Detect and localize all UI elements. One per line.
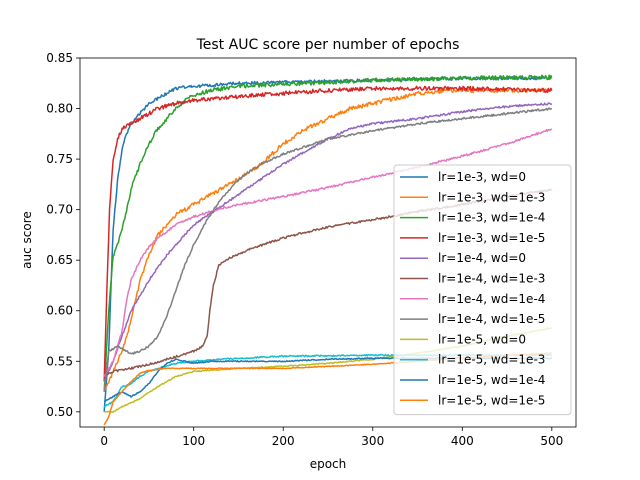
axes: 0 100 200 300 400 500 0.50 0.55 0.60 0.65 0.70 0.75…	[46, 51, 577, 448]
legend-entry: lr=1e-4, wd=0	[438, 251, 526, 265]
y-axis-label: auc score	[20, 211, 34, 269]
x-tick-label: 200	[272, 434, 295, 448]
legend-entry: lr=1e-3, wd=1e-4	[438, 211, 545, 225]
series-line	[103, 107, 553, 392]
y-tick-label: 0.50	[46, 405, 73, 419]
y-tick-label: 0.55	[46, 354, 73, 368]
legend-entry: lr=1e-4, wd=1e-3	[438, 272, 545, 286]
y-tick-label: 0.85	[46, 51, 73, 65]
y-tick-label: 0.65	[46, 253, 73, 267]
y-tick-label: 0.60	[46, 304, 73, 318]
legend-box	[393, 164, 572, 416]
plot-frame	[79, 57, 577, 428]
chart-title: Test AUC score per number of epochs	[196, 37, 460, 53]
x-tick-label: 500	[540, 434, 563, 448]
y-tick-label: 0.70	[46, 203, 73, 217]
x-axis-label: epoch	[310, 457, 347, 471]
legend-entry: lr=1e-4, wd=1e-5	[438, 312, 545, 326]
y-tick-label: 0.75	[46, 152, 73, 166]
legend-entry: lr=1e-5, wd=1e-3	[438, 353, 545, 367]
legend-entry: lr=1e-5, wd=1e-4	[438, 373, 545, 387]
x-tick-label: 0	[100, 434, 108, 448]
series-line	[103, 128, 552, 377]
x-tick-label: 300	[361, 434, 384, 448]
legend-entry: lr=1e-4, wd=1e-4	[438, 292, 545, 306]
legend-entry: lr=1e-3, wd=0	[438, 170, 526, 184]
y-tick-label: 0.80	[46, 102, 73, 116]
x-tick-label: 400	[451, 434, 474, 448]
legend: lr=1e-3, wd=0 lr=1e-3, wd=1e-3 lr=1e-3, wd…	[393, 164, 572, 416]
x-tick-label: 100	[182, 434, 205, 448]
legend-entry: lr=1e-5, wd=0	[438, 332, 526, 346]
series-line	[103, 87, 553, 392]
series-line	[103, 74, 553, 392]
legend-entry: lr=1e-5, wd=1e-5	[438, 393, 545, 407]
legend-entry: lr=1e-3, wd=1e-3	[438, 190, 545, 204]
legend-entry: lr=1e-3, wd=1e-5	[438, 231, 545, 245]
series-line	[103, 85, 553, 382]
